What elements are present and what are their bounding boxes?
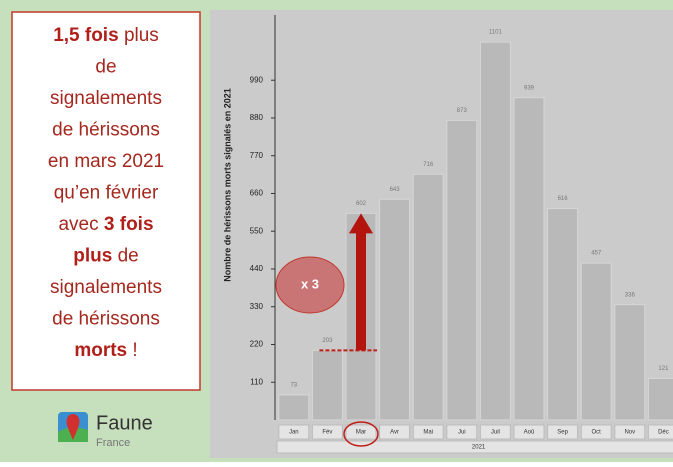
x-tick-label: Juil xyxy=(491,430,500,436)
value-label: 121 xyxy=(658,366,669,372)
bar xyxy=(412,173,444,421)
arrow-shaft xyxy=(356,231,366,351)
panel-segment: de xyxy=(112,246,138,267)
x-tick-label: Nov xyxy=(624,430,635,436)
y-tick-label: 220 xyxy=(250,340,264,349)
logo: Faune France xyxy=(58,412,153,449)
value-label: 643 xyxy=(390,187,401,193)
panel-segment: plus xyxy=(73,246,112,267)
panel-line: en mars 2021 xyxy=(48,151,164,172)
x-tick-box xyxy=(580,424,612,440)
x-tick-box xyxy=(513,424,545,440)
y-tick-label: 660 xyxy=(250,189,264,198)
logo-pin xyxy=(66,414,80,440)
bar xyxy=(513,97,545,421)
panel-line: signalements xyxy=(50,277,162,298)
panel-line: morts ! xyxy=(74,340,137,361)
value-label: 457 xyxy=(591,251,602,257)
x-tick-box xyxy=(345,424,377,440)
y-tick-label: 880 xyxy=(250,113,264,122)
value-label: 716 xyxy=(423,162,434,168)
text-panel xyxy=(11,11,201,391)
panel-segment: avec xyxy=(58,214,103,235)
x-tick-label: Aoû xyxy=(524,430,535,436)
x-tick-label: Mar xyxy=(356,430,366,436)
x-tick-label: Déc xyxy=(658,430,669,436)
panel-line: avec 3 fois xyxy=(58,214,153,235)
panel-line: de hérissons xyxy=(52,120,160,141)
value-label: 873 xyxy=(457,108,468,114)
panel-segment: ! xyxy=(127,340,138,361)
x-tick-box xyxy=(547,424,579,440)
x-tick-box xyxy=(614,424,646,440)
panel-segment: qu’en février xyxy=(54,183,159,204)
value-label: 1101 xyxy=(489,30,503,36)
bar xyxy=(647,377,673,421)
bar xyxy=(278,394,310,421)
x-tick-box xyxy=(311,424,343,440)
x-tick-label: Jan xyxy=(289,430,299,436)
x-tick-label: Jui xyxy=(458,430,466,436)
bar xyxy=(479,41,511,421)
panel-segment: de xyxy=(95,57,116,78)
y-tick-label: 550 xyxy=(250,226,264,235)
x-tick-box xyxy=(412,424,444,440)
annotation: x 3 xyxy=(301,276,319,291)
panel-segment: 1,5 fois xyxy=(53,25,118,46)
x-tick-label: Sep xyxy=(557,430,568,436)
value-label: 73 xyxy=(290,383,297,389)
value-label: 616 xyxy=(558,196,569,202)
bar xyxy=(580,262,612,421)
panel-line: 1,5 fois plus xyxy=(53,25,159,46)
panel-segment: de hérissons xyxy=(52,309,160,330)
logo-sub: France xyxy=(96,437,130,449)
panel-line: de hérissons xyxy=(52,309,160,330)
x-tick-label: Fév xyxy=(322,430,332,436)
y-tick-label: 990 xyxy=(250,75,264,84)
bar xyxy=(311,349,343,421)
bar xyxy=(446,119,478,421)
x-axis-band xyxy=(276,440,673,454)
bar xyxy=(547,208,579,421)
panel-segment: en mars 2021 xyxy=(48,151,164,172)
panel-line: de xyxy=(95,57,116,78)
y-tick-label: 770 xyxy=(250,151,264,160)
x-tick-box xyxy=(446,424,478,440)
highlight-circle xyxy=(343,421,379,447)
x-tick-box xyxy=(278,424,310,440)
value-label: 602 xyxy=(356,201,367,207)
panel-line: signalements xyxy=(50,88,162,109)
y-axis-label: Nombre de hérissons morts signalés en 20… xyxy=(222,88,232,282)
value-label: 203 xyxy=(322,338,333,344)
x-tick-label: Avr xyxy=(390,430,399,436)
y-tick-label: 330 xyxy=(250,302,264,311)
x-axis-label: 2021 xyxy=(472,445,486,451)
annotation-ellipse xyxy=(275,256,345,314)
panel-line: qu’en février xyxy=(54,183,159,204)
panel-segment: 3 fois xyxy=(104,214,154,235)
x-tick-box xyxy=(479,424,511,440)
y-tick-label: 440 xyxy=(250,264,264,273)
x-tick-box xyxy=(379,424,411,440)
bar xyxy=(614,304,646,421)
logo-name: Faune xyxy=(96,412,153,434)
arrow-head xyxy=(349,213,373,234)
panel-segment: de hérissons xyxy=(52,120,160,141)
panel-segment: morts xyxy=(74,340,127,361)
value-label: 336 xyxy=(625,292,636,298)
x-tick-box xyxy=(647,424,673,440)
panel-segment: plus xyxy=(119,25,159,46)
panel-segment: signalements xyxy=(50,88,162,109)
bar xyxy=(379,198,411,421)
panel-segment: signalements xyxy=(50,277,162,298)
panel-line: plus de xyxy=(73,246,138,267)
y-tick-label: 110 xyxy=(250,377,263,386)
x-tick-label: Mai xyxy=(423,430,433,436)
x-tick-label: Oct xyxy=(592,430,602,436)
value-label: 939 xyxy=(524,85,535,91)
